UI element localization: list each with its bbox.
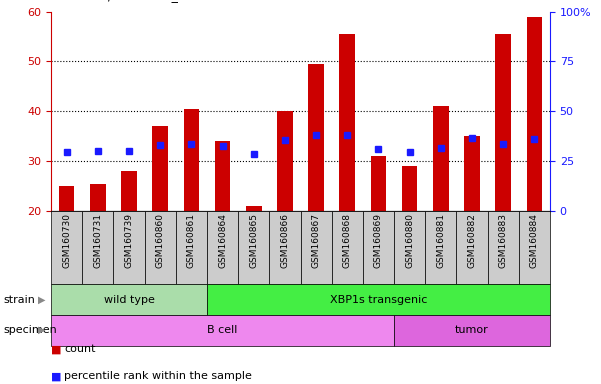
Bar (82, 211, 114, 284)
Text: count: count (64, 344, 96, 354)
Bar (269, 211, 300, 284)
Bar (215, 141, 230, 211)
Text: specimen: specimen (3, 325, 56, 335)
Bar (487, 211, 519, 284)
Text: GSM160880: GSM160880 (405, 214, 414, 268)
Text: GSM160864: GSM160864 (218, 214, 227, 268)
Text: GSM160883: GSM160883 (499, 214, 508, 268)
Text: ▶: ▶ (38, 325, 45, 335)
Bar (363, 211, 394, 284)
Bar (495, 34, 511, 211)
Text: GSM160739: GSM160739 (124, 214, 133, 268)
Bar (277, 111, 293, 211)
Bar (371, 156, 386, 211)
Bar (426, 211, 456, 284)
Text: GSM160869: GSM160869 (374, 214, 383, 268)
Bar (526, 17, 542, 211)
Text: GSM160861: GSM160861 (187, 214, 196, 268)
Bar (519, 211, 550, 284)
Text: GSM160731: GSM160731 (93, 214, 102, 268)
Bar (207, 284, 550, 315)
Text: strain: strain (3, 295, 35, 305)
Bar (238, 211, 269, 284)
Text: GSM160860: GSM160860 (156, 214, 165, 268)
Bar (340, 34, 355, 211)
Bar (153, 126, 168, 211)
Bar (456, 211, 487, 284)
Bar (207, 211, 238, 284)
Bar (51, 211, 82, 284)
Bar (394, 211, 426, 284)
Bar (51, 284, 207, 315)
Text: percentile rank within the sample: percentile rank within the sample (64, 371, 252, 381)
Text: GSM160884: GSM160884 (530, 214, 539, 268)
Bar (332, 211, 363, 284)
Text: XBP1s transgenic: XBP1s transgenic (330, 295, 427, 305)
Bar (394, 315, 550, 346)
Text: GSM160866: GSM160866 (281, 214, 290, 268)
Bar (300, 211, 332, 284)
Text: GSM160867: GSM160867 (311, 214, 320, 268)
Text: GSM160865: GSM160865 (249, 214, 258, 268)
Bar (402, 166, 418, 211)
Bar (246, 206, 261, 211)
Bar (464, 136, 480, 211)
Text: ■: ■ (51, 344, 61, 354)
Text: GSM160730: GSM160730 (62, 214, 71, 268)
Text: ■: ■ (51, 371, 61, 381)
Bar (59, 186, 75, 211)
Bar (145, 211, 176, 284)
Text: tumor: tumor (455, 325, 489, 335)
Bar (51, 315, 394, 346)
Text: GDS2640 / 1425160_at: GDS2640 / 1425160_at (45, 0, 191, 2)
Bar (176, 211, 207, 284)
Bar (114, 211, 145, 284)
Bar (90, 184, 106, 211)
Text: B cell: B cell (207, 325, 238, 335)
Text: GSM160868: GSM160868 (343, 214, 352, 268)
Bar (308, 64, 324, 211)
Text: ▶: ▶ (38, 295, 45, 305)
Text: GSM160882: GSM160882 (468, 214, 477, 268)
Text: GSM160881: GSM160881 (436, 214, 445, 268)
Bar (433, 106, 448, 211)
Bar (121, 171, 137, 211)
Text: wild type: wild type (103, 295, 154, 305)
Bar (183, 109, 199, 211)
